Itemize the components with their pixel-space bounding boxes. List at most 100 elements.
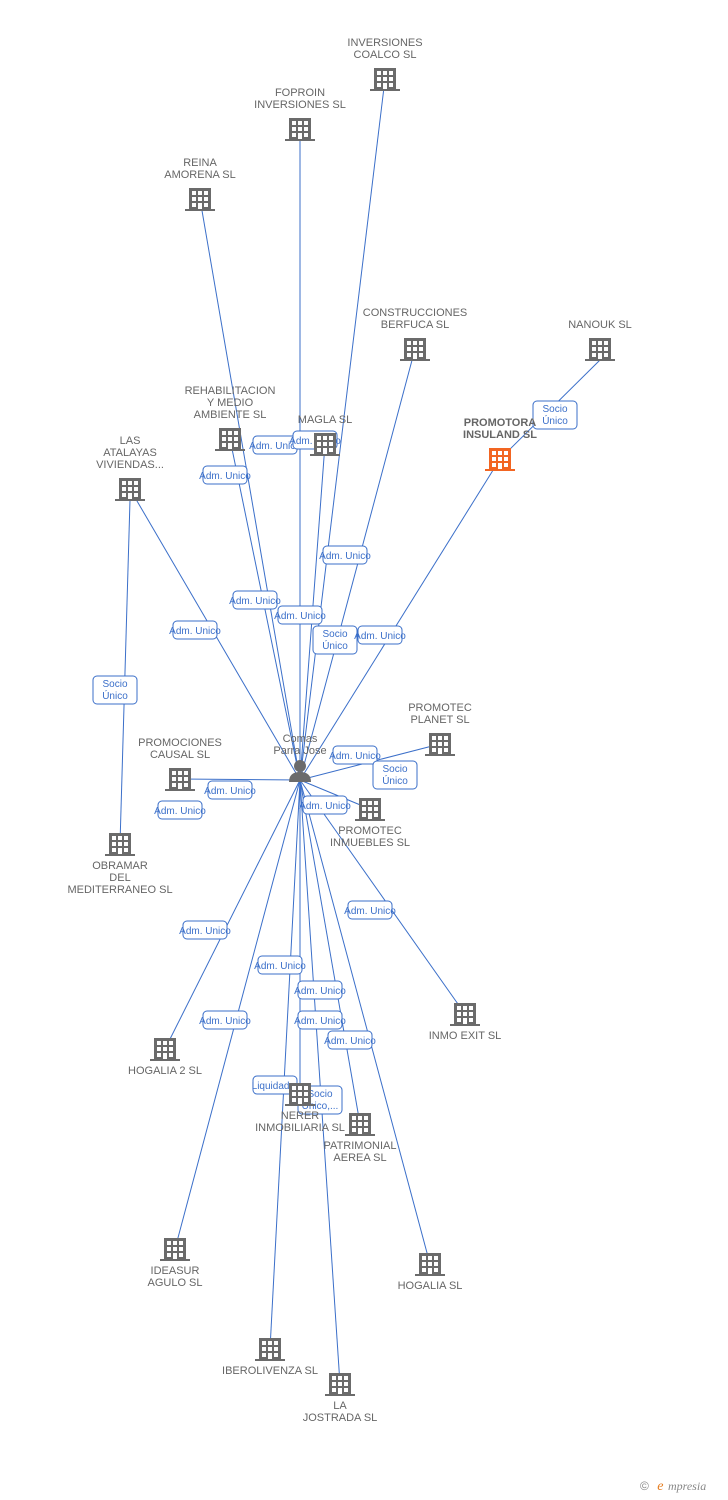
- building-icon: [325, 1373, 355, 1396]
- svg-text:Único: Único: [542, 414, 568, 427]
- company-label: AMORENA SL: [164, 169, 236, 181]
- edge-label: Adm. Unico: [254, 956, 306, 974]
- company-node[interactable]: OBRAMARDELMEDITERRANEO SL: [67, 833, 172, 896]
- svg-text:Adm. Unico: Adm. Unico: [154, 806, 206, 817]
- edge-label: Adm. Unico: [199, 466, 251, 484]
- company-node[interactable]: HOGALIA 2 SL: [128, 1038, 202, 1077]
- edge-label: Adm. Unico: [294, 981, 346, 999]
- svg-text:Adm. Unico: Adm. Unico: [229, 596, 281, 607]
- svg-text:Adm. Unico: Adm. Unico: [204, 786, 256, 797]
- company-node[interactable]: INVERSIONESCOALCO SL: [347, 37, 422, 91]
- company-label: OBRAMAR: [92, 860, 148, 872]
- company-label: ATALAYAS: [103, 447, 157, 459]
- company-label: IDEASUR: [151, 1265, 200, 1277]
- company-label: INMO EXIT SL: [429, 1030, 502, 1042]
- edge-label: Adm. Unico: [299, 796, 351, 814]
- building-icon: [310, 433, 340, 456]
- edge-line: [165, 780, 300, 1049]
- building-icon: [415, 1253, 445, 1276]
- company-label: MEDITERRANEO SL: [67, 884, 172, 896]
- company-label: CAUSAL SL: [150, 749, 210, 761]
- company-label: HOGALIA SL: [398, 1280, 463, 1292]
- edge-label: Adm. Unico: [179, 921, 231, 939]
- company-node[interactable]: LASATALAYASVIVIENDAS...: [96, 435, 164, 501]
- building-icon: [215, 428, 245, 451]
- building-icon: [160, 1238, 190, 1261]
- company-label: PLANET SL: [410, 714, 469, 726]
- company-label: AEREA SL: [333, 1152, 386, 1164]
- svg-text:Único: Único: [322, 639, 348, 652]
- company-label: MAGLA SL: [298, 414, 352, 426]
- edge-label: Adm. Unico: [154, 801, 206, 819]
- edge-label: Adm. Unico: [324, 1031, 376, 1049]
- company-label: INMUEBLES SL: [330, 837, 410, 849]
- company-node[interactable]: PROMOTORAINSULAND SL: [463, 417, 537, 471]
- company-label: INVERSIONES SL: [254, 99, 346, 111]
- svg-text:Adm. Unico: Adm. Unico: [274, 611, 326, 622]
- svg-text:Adm. Unico: Adm. Unico: [324, 1036, 376, 1047]
- company-node[interactable]: REINAAMORENA SL: [164, 157, 236, 211]
- building-icon: [370, 68, 400, 91]
- building-icon: [585, 338, 615, 361]
- building-icon: [165, 768, 195, 791]
- company-label: PROMOCIONES: [138, 737, 222, 749]
- building-icon: [105, 833, 135, 856]
- edge-label: Adm. Unico: [199, 1011, 251, 1029]
- company-label: REHABILITACION: [185, 385, 276, 397]
- building-icon: [150, 1038, 180, 1061]
- svg-text:Adm. Unico: Adm. Unico: [199, 1016, 251, 1027]
- footer-text: © e mpresia: [640, 1477, 706, 1494]
- company-label: PATRIMONIAL: [324, 1140, 397, 1152]
- svg-text:Socio: Socio: [542, 404, 567, 415]
- edge-line: [300, 459, 500, 780]
- edge-line: [200, 199, 300, 780]
- svg-text:Adm. Unico: Adm. Unico: [254, 961, 306, 972]
- edge-label: Adm. Unico: [294, 1011, 346, 1029]
- building-icon: [285, 1083, 315, 1106]
- edge-line: [300, 79, 385, 780]
- company-label: COALCO SL: [354, 49, 417, 61]
- edge-label: Adm. Unico: [354, 626, 406, 644]
- building-icon: [115, 478, 145, 501]
- company-label: PROMOTEC: [338, 825, 402, 837]
- svg-text:Socio: Socio: [322, 629, 347, 640]
- svg-text:Único: Único: [382, 774, 408, 787]
- company-label: REINA: [183, 157, 217, 169]
- building-icon: [345, 1113, 375, 1136]
- edge-label: SocioÚnico: [533, 401, 577, 429]
- company-label: INVERSIONES: [347, 37, 422, 49]
- company-node[interactable]: IBEROLIVENZA SL: [222, 1338, 318, 1377]
- company-node[interactable]: LAJOSTRADA SL: [303, 1373, 378, 1424]
- svg-text:Adm. Unico: Adm. Unico: [319, 551, 371, 562]
- company-label: LAS: [120, 435, 141, 447]
- company-label: IBEROLIVENZA SL: [222, 1365, 318, 1377]
- company-node[interactable]: CONSTRUCCIONESBERFUCA SL: [363, 307, 468, 361]
- building-icon: [255, 1338, 285, 1361]
- company-label: FOPROIN: [275, 87, 325, 99]
- edge-label: Adm. Unico: [169, 621, 221, 639]
- edge-label: Adm. Unico: [329, 746, 381, 764]
- company-node[interactable]: IDEASURAGULO SL: [147, 1238, 202, 1289]
- company-label: AGULO SL: [147, 1277, 202, 1289]
- edge-label: SocioÚnico: [93, 676, 137, 704]
- svg-text:Adm. Unico: Adm. Unico: [329, 751, 381, 762]
- company-label: HOGALIA 2 SL: [128, 1065, 202, 1077]
- building-icon: [450, 1003, 480, 1026]
- svg-text:Adm. Unico: Adm. Unico: [299, 801, 351, 812]
- company-node[interactable]: FOPROININVERSIONES SL: [254, 87, 346, 141]
- company-label: AMBIENTE SL: [194, 409, 267, 421]
- company-label: VIVIENDAS...: [96, 459, 164, 471]
- company-label: INMOBILIARIA SL: [255, 1122, 345, 1134]
- edge-line: [270, 780, 300, 1349]
- company-node[interactable]: NANOUK SL: [568, 319, 632, 361]
- edge-label: Adm. Unico: [319, 546, 371, 564]
- svg-text:Adm. Unico: Adm. Unico: [179, 926, 231, 937]
- edge-label: Adm. Unico: [274, 606, 326, 624]
- company-node[interactable]: HOGALIA SL: [398, 1253, 463, 1292]
- company-node[interactable]: INMO EXIT SL: [429, 1003, 502, 1042]
- svg-text:Adm. Unico: Adm. Unico: [294, 1016, 346, 1027]
- person-label: Parra Jose: [273, 745, 326, 757]
- company-node[interactable]: PATRIMONIALAEREA SL: [324, 1113, 397, 1164]
- company-node[interactable]: PROMOTECPLANET SL: [408, 702, 472, 756]
- company-label: DEL: [109, 872, 130, 884]
